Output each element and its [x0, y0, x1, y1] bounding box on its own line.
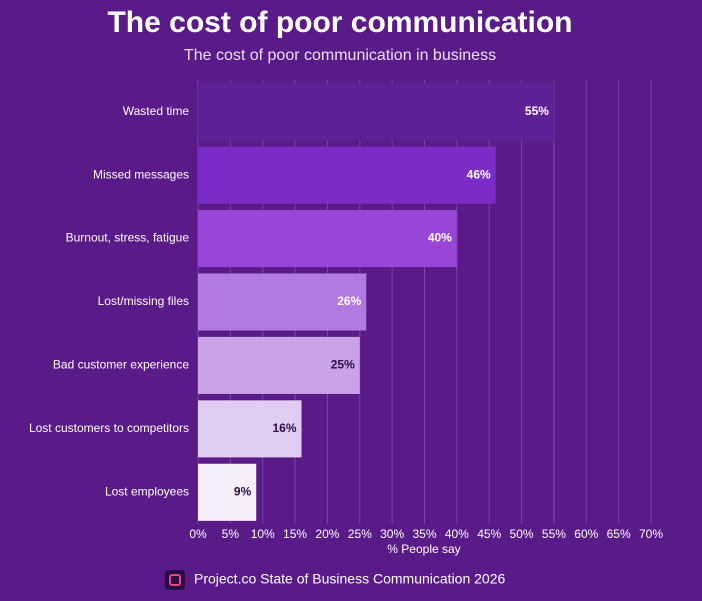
x-tick-label: 65%	[607, 527, 631, 541]
bar	[198, 463, 257, 521]
x-tick-label: 40%	[445, 527, 469, 541]
bar	[198, 83, 554, 141]
chart-title: The cost of poor communication	[107, 6, 572, 39]
x-tick-label: 45%	[477, 527, 501, 541]
y-tick-label: Burnout, stress, fatigue	[66, 231, 190, 245]
y-tick-label: Lost/missing files	[98, 294, 189, 308]
x-tick-label: 50%	[510, 527, 534, 541]
x-tick-label: 5%	[222, 527, 240, 541]
bar	[198, 336, 360, 394]
source: Project.co State of Business Communicati…	[194, 571, 505, 587]
x-tick-label: 25%	[348, 527, 372, 541]
y-tick-label: Missed messages	[93, 167, 189, 181]
logo	[165, 570, 185, 590]
value-label: 9%	[234, 484, 252, 498]
value-label: 25%	[331, 358, 355, 372]
bar	[198, 400, 302, 458]
value-label: 16%	[273, 421, 297, 435]
y-tick-label: Wasted time	[123, 104, 190, 118]
y-tick-label: Bad customer experience	[53, 358, 189, 372]
value-label: 46%	[467, 167, 491, 181]
x-tick-label: 70%	[639, 527, 663, 541]
bar	[198, 146, 496, 204]
value-label: 55%	[525, 104, 549, 118]
value-label: 40%	[428, 231, 452, 245]
x-tick-label: 0%	[189, 527, 207, 541]
x-tick-label: 35%	[412, 527, 436, 541]
logo-mark	[169, 574, 181, 586]
bar	[198, 210, 457, 268]
logo-box	[165, 570, 185, 590]
y-tick-label: Lost customers to competitors	[29, 421, 189, 435]
x-tick-label: 15%	[283, 527, 307, 541]
x-tick-label: 60%	[574, 527, 598, 541]
x-tick-label: 10%	[251, 527, 275, 541]
x-tick-label: 55%	[542, 527, 566, 541]
x-tick-label: 20%	[315, 527, 339, 541]
x-axis-label: % People say	[387, 542, 460, 556]
x-tick-label: 30%	[380, 527, 404, 541]
y-tick-label: Lost employees	[105, 484, 189, 498]
value-label: 26%	[337, 294, 361, 308]
chart-subtitle: The cost of poor communication in busine…	[184, 47, 496, 64]
bar	[198, 273, 367, 331]
